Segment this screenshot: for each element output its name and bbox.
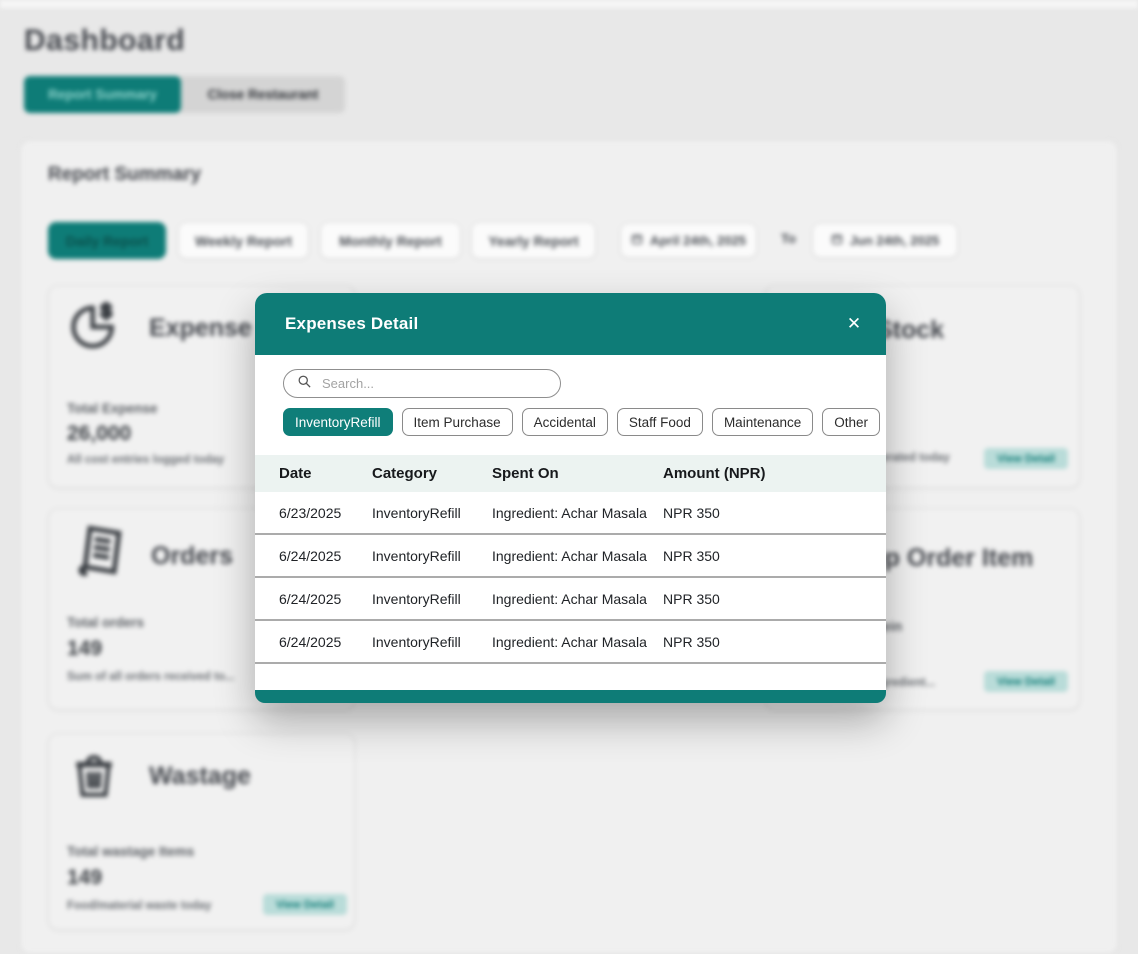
cell-category: InventoryRefill xyxy=(372,634,461,650)
wastage-trash-icon xyxy=(69,750,119,807)
top-order-view-detail-button[interactable]: View Detail xyxy=(984,671,1068,692)
filter-chip-staff-food[interactable]: Staff Food xyxy=(616,408,703,436)
filter-chip-inventoryrefill[interactable]: InventoryRefill xyxy=(283,408,393,436)
date-from-picker[interactable]: April 24th, 2025 xyxy=(620,223,757,258)
stock-card-title: Stock xyxy=(876,316,945,344)
table-row: 6/24/2025 InventoryRefill Ingredient: Ac… xyxy=(255,621,886,664)
cell-date: 6/24/2025 xyxy=(279,548,342,564)
table-row: 6/24/2025 InventoryRefill Ingredient: Ac… xyxy=(255,578,886,621)
wastage-view-detail-button[interactable]: View Detail xyxy=(263,894,347,915)
section-heading: Report Summary xyxy=(48,164,202,185)
cell-date: 6/24/2025 xyxy=(279,591,342,607)
modal-header: Expenses Detail xyxy=(255,293,886,355)
modal-footer-bar xyxy=(255,690,886,703)
tab-yearly-report[interactable]: Yearly Report xyxy=(471,222,596,259)
search-box[interactable] xyxy=(283,369,561,398)
cell-spent-on: Ingredient: Achar Masala xyxy=(492,591,647,607)
column-header-spent-on: Spent On xyxy=(492,465,559,482)
cell-spent-on: Ingredient: Achar Masala xyxy=(492,548,647,564)
orders-receipt-icon xyxy=(73,521,131,584)
cell-date: 6/24/2025 xyxy=(279,634,342,650)
table-header-row: Date Category Spent On Amount (NPR) xyxy=(255,455,886,492)
expense-pie-dollar-icon: $ xyxy=(69,300,123,359)
date-range-to-label: To xyxy=(781,231,796,246)
column-header-category: Category xyxy=(372,465,438,482)
search-icon xyxy=(284,374,312,394)
column-header-date: Date xyxy=(279,465,312,482)
svg-text:$: $ xyxy=(101,301,112,323)
filter-chip-maintenance[interactable]: Maintenance xyxy=(711,408,814,436)
expense-card-label: Total Expense xyxy=(67,401,158,416)
wastage-card-label: Total wastage Items xyxy=(67,844,195,859)
close-icon[interactable]: ✕ xyxy=(840,310,868,338)
expense-card-title: Expense xyxy=(149,314,252,342)
orders-card-title: Orders xyxy=(151,542,233,570)
cell-date: 6/23/2025 xyxy=(279,505,342,521)
table-row: 6/23/2025 InventoryRefill Ingredient: Ac… xyxy=(255,492,886,535)
tab-daily-report[interactable]: Daily Report xyxy=(48,222,166,259)
orders-card-subtext: Sum of all orders received to... xyxy=(67,671,235,683)
calendar-icon xyxy=(631,233,643,248)
wastage-card: Wastage Total wastage Items 149 Food/mat… xyxy=(48,733,355,930)
orders-card-label: Total orders xyxy=(67,615,145,630)
cell-amount: NPR 350 xyxy=(663,505,720,521)
column-header-amount: Amount (NPR) xyxy=(663,465,766,482)
report-summary-button[interactable]: Report Summary xyxy=(24,76,181,113)
top-strip xyxy=(0,0,1138,8)
tab-monthly-report[interactable]: Monthly Report xyxy=(320,222,461,259)
wastage-card-value: 149 xyxy=(67,866,103,889)
date-to-value: Jun 24th, 2025 xyxy=(849,233,940,248)
cell-category: InventoryRefill xyxy=(372,505,461,521)
stock-view-detail-button[interactable]: View Detail xyxy=(984,448,1068,469)
orders-card-value: 149 xyxy=(67,637,103,660)
filter-chips: InventoryRefill Item Purchase Accidental… xyxy=(283,408,881,436)
cell-amount: NPR 350 xyxy=(663,548,720,564)
date-from-value: April 24th, 2025 xyxy=(649,233,747,248)
page-title: Dashboard xyxy=(24,24,186,57)
cell-amount: NPR 350 xyxy=(663,591,720,607)
expense-card-subtext: All cost entries logged today xyxy=(67,454,225,466)
date-to-picker[interactable]: Jun 24th, 2025 xyxy=(812,223,958,258)
search-input[interactable] xyxy=(322,376,532,391)
filter-chip-other[interactable]: Other xyxy=(822,408,881,436)
table-row: 6/24/2025 InventoryRefill Ingredient: Ac… xyxy=(255,535,886,578)
filter-chip-accidental[interactable]: Accidental xyxy=(521,408,608,436)
expense-card-value: 26,000 xyxy=(67,422,132,445)
expenses-detail-modal: Expenses Detail ✕ InventoryRefill Item P… xyxy=(255,293,886,703)
filter-chip-item-purchase[interactable]: Item Purchase xyxy=(401,408,513,436)
cell-category: InventoryRefill xyxy=(372,548,461,564)
modal-title: Expenses Detail xyxy=(285,314,419,333)
wastage-card-subtext: Food/material waste today xyxy=(67,900,212,912)
cell-spent-on: Ingredient: Achar Masala xyxy=(492,505,647,521)
close-restaurant-button[interactable]: Close Restaurant xyxy=(207,87,319,102)
cell-spent-on: Ingredient: Achar Masala xyxy=(492,634,647,650)
calendar-icon xyxy=(831,233,843,248)
cell-category: InventoryRefill xyxy=(372,591,461,607)
tab-weekly-report[interactable]: Weekly Report xyxy=(178,222,309,259)
cell-amount: NPR 350 xyxy=(663,634,720,650)
wastage-card-title: Wastage xyxy=(149,762,251,790)
